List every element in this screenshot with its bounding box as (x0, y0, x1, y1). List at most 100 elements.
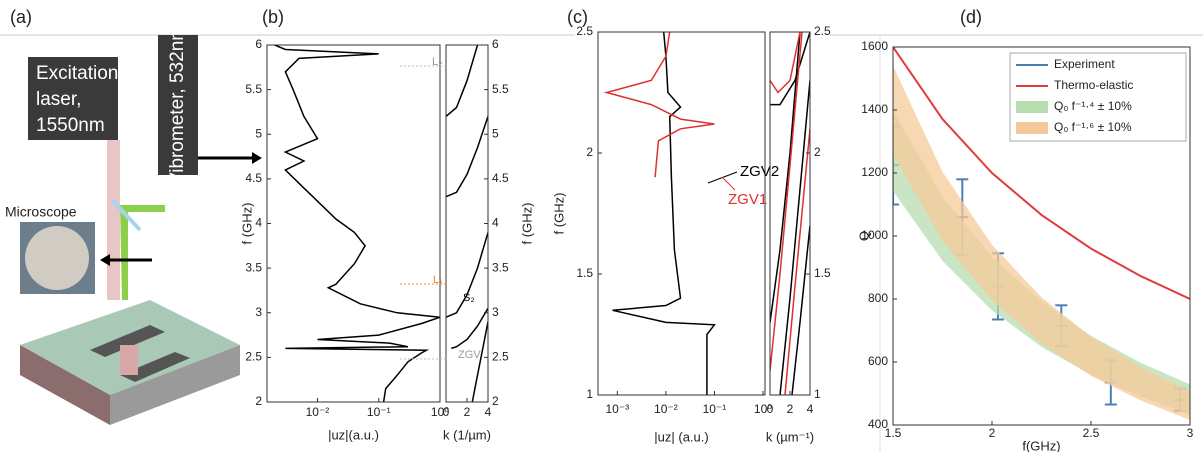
arrow-head (100, 254, 110, 266)
y-tick-label: 1.5 (814, 266, 831, 280)
chip-trench (90, 325, 165, 357)
y-tick-label: 1000 (861, 228, 888, 242)
y-tick-label: 2 (492, 394, 499, 408)
x-tick-label: 10⁻¹ (367, 405, 391, 419)
curve (770, 32, 801, 94)
annotation: S₂ (463, 292, 475, 304)
legend-label: Q₀ f⁻¹·⁴ ± 10% (1054, 99, 1132, 113)
y-tick-label: 1 (814, 387, 821, 401)
y-tick-label: 3.5 (245, 260, 262, 274)
curve (603, 32, 715, 178)
y-tick-label: 800 (868, 291, 888, 305)
x-axis-label: |uz|(a.u.) (328, 427, 379, 442)
box-text: 1550nm (36, 115, 105, 136)
box-text: Excitation (36, 63, 118, 84)
laser-beam (107, 140, 120, 300)
y-tick-label: 6 (492, 37, 499, 51)
x-tick-label: 2 (989, 426, 996, 440)
legend-label: Q₀ f⁻¹·⁶ ± 10% (1054, 120, 1132, 134)
y-tick-label: 600 (868, 354, 888, 368)
arrow-head (252, 152, 262, 164)
x-tick-label: 3 (1187, 426, 1194, 440)
vibrometer-box: Vibrometer, 532nm (158, 25, 198, 185)
y-tick-label: 6 (255, 37, 262, 51)
y-tick-label: 400 (868, 417, 888, 431)
curve (791, 225, 810, 395)
y-tick-label: 2.5 (814, 24, 831, 38)
curve (446, 45, 479, 117)
x-tick-label: 10⁻¹ (703, 402, 727, 416)
x-tick-label: 10⁻² (306, 405, 330, 419)
box (28, 57, 118, 140)
panel-label: (d) (960, 7, 982, 27)
legend-label: Thermo-elastic (1054, 78, 1133, 92)
panel-label: (b) (262, 7, 284, 27)
annotation: ZGV (458, 349, 481, 361)
y-tick-label: 1200 (861, 165, 888, 179)
curve (779, 80, 810, 395)
y-tick-label: 3.5 (492, 260, 509, 274)
legend-label: Experiment (1054, 57, 1115, 71)
curve (446, 232, 488, 318)
y-tick-label: 3 (255, 305, 262, 319)
pointer (721, 176, 736, 191)
y-axis-label: f (GHz) (239, 203, 254, 245)
x-tick-label: 2.5 (1083, 426, 1100, 440)
y-tick-label: 2 (586, 145, 593, 159)
y-tick-label: 1.5 (576, 266, 593, 280)
plot-frame (597, 31, 766, 396)
x-axis-label: |uz| (a.u.) (654, 429, 708, 444)
curve (770, 32, 803, 371)
panel-label: (c) (567, 7, 588, 27)
curve (446, 116, 488, 198)
membrane (120, 345, 138, 375)
y-tick-label: 4.5 (492, 171, 509, 185)
y-tick-label: 5 (492, 126, 499, 140)
curve (784, 128, 810, 395)
band (893, 110, 1190, 415)
y-axis-label: f (GHz) (551, 193, 566, 235)
annotation: L₂ (432, 56, 442, 68)
y-tick-label: 1600 (861, 39, 888, 53)
x-axis-label: k (µm⁻¹) (766, 429, 814, 444)
y-tick-label: 4 (255, 216, 262, 230)
curve (471, 321, 488, 402)
mirror (110, 198, 142, 232)
x-tick-label: 10⁰ (431, 405, 449, 419)
x-tick-label: 10⁰ (754, 402, 772, 416)
x-tick-label: 10⁻² (654, 402, 678, 416)
annotation: L₁ (433, 274, 443, 286)
y-axis-label: f (GHz) (519, 203, 534, 245)
x-tick-label: 1.5 (885, 426, 902, 440)
chip-side (20, 345, 110, 425)
x-tick-label: 2 (787, 402, 794, 416)
y-tick-label: 1400 (861, 102, 888, 116)
band (893, 65, 1190, 420)
y-tick-label: 5 (255, 126, 262, 140)
y-tick-label: 4 (492, 216, 499, 230)
y-tick-label: 2.5 (245, 350, 262, 364)
panel-label: (a) (10, 7, 32, 27)
y-tick-label: 2 (255, 394, 262, 408)
y-tick-label: 2.5 (576, 24, 593, 38)
y-tick-label: 2.5 (492, 350, 509, 364)
chip-side (110, 345, 240, 425)
legend-swatch (1016, 101, 1048, 113)
x-tick-label: 4 (807, 402, 814, 416)
probe-beam (120, 205, 165, 300)
y-tick-label: 4.5 (245, 171, 262, 185)
x-tick-label: 4 (485, 405, 492, 419)
curve (770, 32, 810, 106)
curve (893, 47, 1190, 300)
x-tick-label: 0 (443, 405, 450, 419)
x-tick-label: 0 (767, 402, 774, 416)
microscope-view (25, 226, 89, 290)
annotation: ZGV1 (728, 191, 767, 208)
x-tick-label: 2 (464, 405, 471, 419)
excitation-box: Excitation laser, 1550nm (28, 57, 118, 140)
microscope-label: Microscope (5, 204, 77, 220)
curve (770, 32, 801, 323)
y-tick-label: 2 (814, 145, 821, 159)
x-axis-label: k (1/µm) (443, 427, 491, 442)
